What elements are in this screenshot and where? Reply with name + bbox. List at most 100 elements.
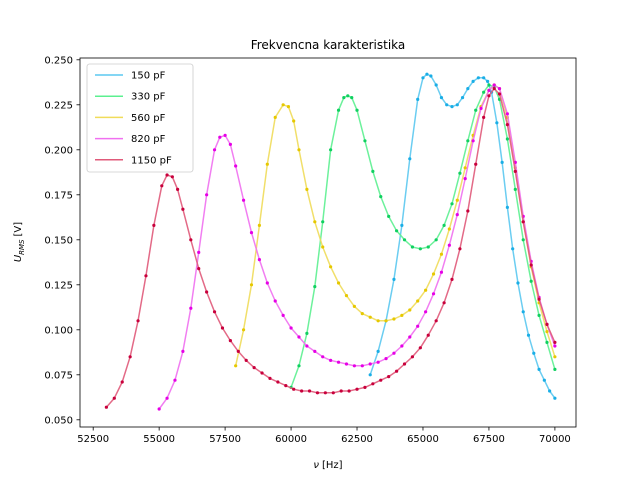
data-point bbox=[521, 220, 525, 224]
data-point bbox=[392, 317, 396, 321]
legend-label: 1150 pF bbox=[131, 155, 172, 166]
data-point bbox=[104, 405, 108, 409]
data-point bbox=[315, 391, 320, 395]
data-point bbox=[241, 328, 246, 332]
data-point bbox=[434, 83, 438, 87]
data-point bbox=[281, 313, 285, 317]
data-point bbox=[482, 76, 486, 80]
data-point bbox=[355, 387, 359, 391]
data-point bbox=[416, 324, 420, 328]
data-point bbox=[244, 358, 248, 362]
data-point bbox=[205, 290, 209, 294]
data-point bbox=[450, 202, 454, 206]
x-axis-label-unit: [Hz] bbox=[322, 460, 343, 471]
data-point bbox=[466, 209, 470, 213]
series-line bbox=[369, 73, 556, 399]
data-point bbox=[487, 83, 491, 87]
data-point bbox=[136, 319, 140, 323]
data-point bbox=[431, 292, 436, 296]
data-point bbox=[260, 371, 264, 375]
data-point bbox=[234, 164, 238, 168]
data-point bbox=[352, 304, 356, 308]
data-point bbox=[344, 362, 349, 366]
data-point bbox=[329, 148, 333, 152]
data-point bbox=[212, 148, 217, 152]
data-point bbox=[297, 364, 301, 368]
data-point bbox=[418, 247, 422, 251]
data-point bbox=[395, 369, 399, 373]
data-point bbox=[144, 274, 148, 278]
data-point bbox=[352, 364, 356, 368]
data-point bbox=[313, 349, 317, 353]
legend: 150 pF 330 pF 560 pF 820 pF 1150 pF bbox=[86, 63, 194, 173]
x-tick-label: 65000 bbox=[407, 434, 439, 445]
data-point bbox=[300, 389, 304, 393]
data-point bbox=[265, 281, 269, 285]
data-point bbox=[384, 319, 388, 323]
data-point bbox=[537, 297, 541, 301]
data-point bbox=[120, 380, 124, 384]
data-point bbox=[165, 173, 169, 177]
data-point bbox=[321, 245, 325, 249]
data-point bbox=[395, 229, 399, 233]
x-tick-label: 60000 bbox=[275, 434, 307, 445]
data-point bbox=[376, 360, 380, 364]
data-point bbox=[442, 301, 446, 305]
data-point bbox=[487, 88, 491, 92]
data-point bbox=[482, 115, 486, 119]
data-point bbox=[445, 103, 449, 107]
data-point bbox=[497, 87, 502, 91]
data-point bbox=[218, 135, 222, 139]
data-point bbox=[197, 250, 201, 254]
data-point bbox=[376, 349, 380, 353]
x-tick-label: 55000 bbox=[143, 434, 175, 445]
data-point bbox=[257, 258, 261, 262]
data-point bbox=[537, 313, 541, 317]
data-point bbox=[387, 214, 391, 218]
x-tick-label: 57500 bbox=[209, 434, 241, 445]
data-point bbox=[553, 344, 557, 348]
data-point bbox=[425, 72, 429, 76]
data-point bbox=[305, 187, 309, 191]
data-point bbox=[392, 351, 396, 355]
data-point bbox=[305, 344, 309, 348]
data-point bbox=[307, 389, 312, 393]
data-point bbox=[176, 187, 180, 191]
data-point bbox=[329, 358, 333, 362]
data-point bbox=[495, 121, 499, 125]
data-point bbox=[431, 272, 436, 276]
series-line bbox=[290, 84, 556, 388]
data-point bbox=[112, 396, 116, 400]
data-point bbox=[292, 119, 296, 123]
data-point bbox=[292, 387, 296, 391]
data-point bbox=[408, 308, 412, 312]
data-point bbox=[273, 115, 277, 119]
data-point bbox=[487, 94, 491, 98]
data-point bbox=[346, 94, 350, 98]
legend-label: 330 pF bbox=[131, 92, 166, 103]
data-point bbox=[505, 112, 509, 116]
data-point bbox=[257, 223, 261, 227]
series-line bbox=[234, 84, 556, 366]
data-point bbox=[466, 87, 470, 91]
data-point bbox=[297, 148, 301, 152]
data-point bbox=[384, 357, 388, 361]
data-point bbox=[249, 231, 254, 235]
data-point bbox=[455, 198, 459, 202]
data-point bbox=[241, 198, 246, 202]
y-tick-label: 0.200 bbox=[44, 145, 73, 156]
data-point bbox=[355, 108, 359, 112]
data-point bbox=[497, 92, 502, 96]
data-point bbox=[376, 319, 380, 323]
y-tick-label: 0.250 bbox=[44, 55, 73, 66]
series-4 bbox=[104, 87, 557, 409]
data-point bbox=[545, 322, 549, 326]
data-point bbox=[400, 313, 404, 317]
data-point bbox=[486, 79, 490, 83]
data-point bbox=[479, 106, 483, 110]
data-point bbox=[429, 74, 433, 78]
data-point bbox=[426, 245, 430, 249]
data-point bbox=[542, 378, 546, 382]
data-point bbox=[228, 142, 232, 146]
legend-label: 560 pF bbox=[131, 113, 166, 124]
